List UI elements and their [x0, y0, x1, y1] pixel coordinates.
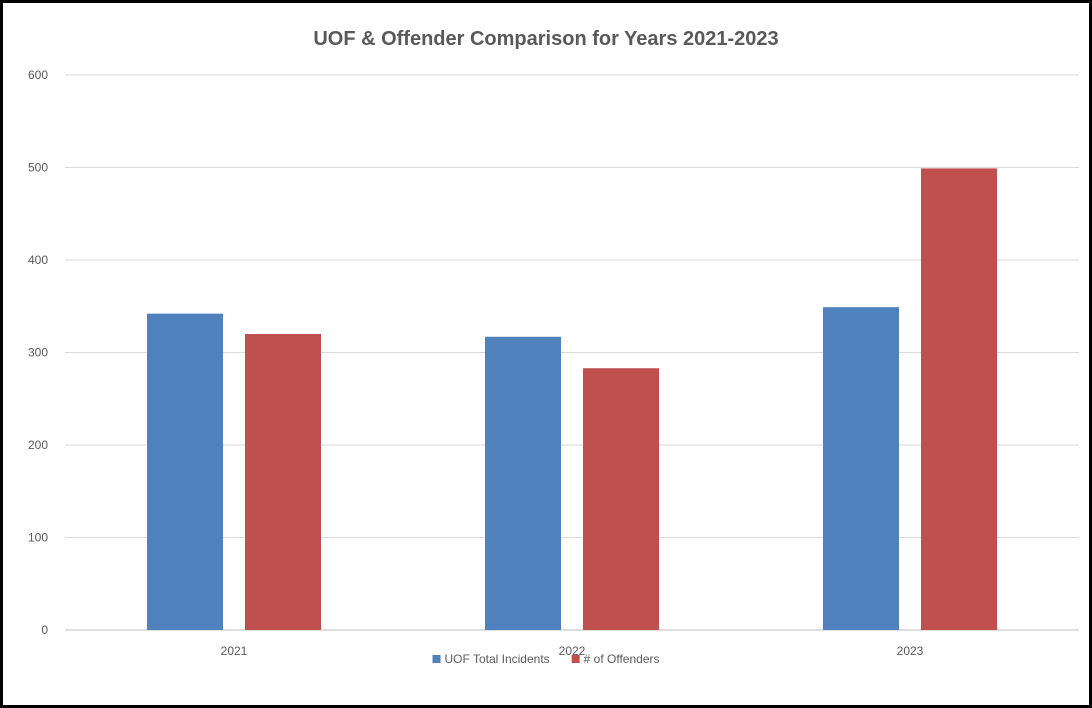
y-tick-label-400: 400: [28, 253, 48, 267]
legend-swatch-2: [571, 655, 580, 663]
y-tick-label-100: 100: [28, 531, 48, 545]
bar-2023-series-2: [921, 168, 997, 631]
legend-label-2: # of Offenders: [584, 652, 660, 666]
x-tick-label-2022: 2022: [559, 644, 586, 658]
bar-2021-series-2: [245, 334, 321, 630]
gridlines: [65, 74, 1079, 631]
legend-swatch-1: [432, 655, 441, 663]
y-tick-label-300: 300: [28, 346, 48, 360]
legend-item-1: UOF Total Incidents: [432, 652, 550, 666]
y-tick-label-200: 200: [28, 438, 48, 452]
y-tick-label-600: 600: [28, 68, 48, 82]
bars: [147, 168, 997, 631]
legend: UOF Total Incidents # of Offenders: [432, 652, 660, 666]
y-tick-label-0: 0: [41, 623, 48, 637]
chart-title: UOF & Offender Comparison for Years 2021…: [313, 28, 778, 50]
bar-2022-series-1: [485, 336, 561, 630]
legend-item-2: # of Offenders: [571, 652, 660, 666]
y-tick-label-500: 500: [28, 161, 48, 175]
y-axis-tick-labels: 0 100 200 300 400 500 600: [28, 68, 48, 637]
bar-chart: UOF & Offender Comparison for Years 2021…: [28, 28, 1079, 666]
bar-2022-series-2: [583, 368, 659, 630]
x-tick-label-2021: 2021: [221, 644, 248, 658]
x-tick-label-2023: 2023: [897, 644, 924, 658]
x-axis-tick-labels: 2021 2022 2023: [221, 644, 924, 658]
legend-label-1: UOF Total Incidents: [445, 652, 550, 666]
bar-2021-series-1: [147, 313, 223, 630]
bar-2023-series-1: [823, 307, 899, 630]
